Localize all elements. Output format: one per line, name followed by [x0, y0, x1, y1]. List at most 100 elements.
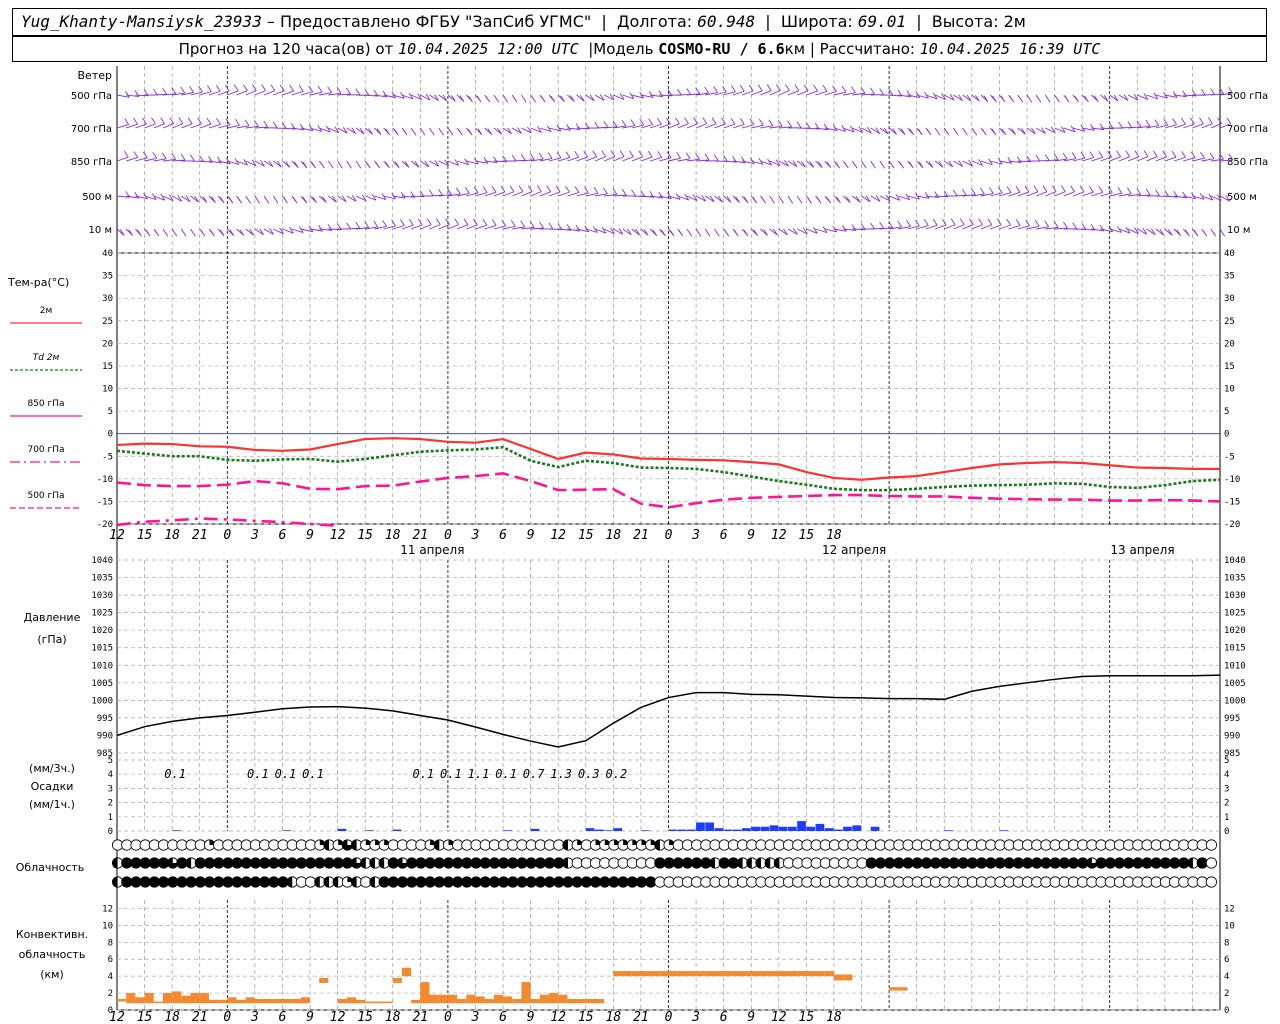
conv-bar: [493, 994, 504, 1004]
wind-barb: [576, 225, 590, 233]
conv-bar: [594, 999, 605, 1004]
wind-barb: [879, 160, 886, 169]
wind-barb: [1063, 94, 1070, 103]
wind-barb: [999, 186, 1012, 197]
wind-barb: [980, 94, 989, 102]
wind-barb: [438, 159, 450, 167]
pressure-tick-right: 1010: [1224, 661, 1246, 671]
precip-tick-left: 5: [108, 756, 113, 766]
wind-barb: [1146, 119, 1160, 129]
precip-bar: [282, 830, 292, 831]
wind-barb: [604, 120, 618, 129]
wind-barb: [806, 195, 812, 204]
wind-barb: [787, 195, 794, 204]
time-tick-label-bottom: 12: [550, 1010, 566, 1024]
conv-bar: [300, 997, 311, 1004]
wind-barb: [245, 84, 257, 96]
wind-barb: [465, 94, 473, 103]
temp-series-line: [116, 437, 1220, 481]
pressure-tick-left: 1035: [91, 574, 113, 584]
wind-barb: [539, 125, 552, 133]
conv-bar: [815, 971, 825, 977]
wind-barb: [1008, 127, 1016, 135]
precip-bar: [999, 830, 1009, 831]
wind-barb: [723, 228, 730, 237]
wind-barb: [1054, 185, 1066, 197]
conv-bar: [742, 971, 752, 977]
wind-barb: [806, 160, 815, 168]
wind-barb: [374, 160, 381, 169]
wind-barb: [934, 218, 947, 230]
time-tick-label-bottom: 15: [357, 1010, 373, 1024]
wind-barb: [732, 195, 740, 204]
time-tick-label-bottom: 12: [109, 1010, 125, 1024]
conv-bar: [392, 977, 402, 983]
wind-barb: [658, 228, 666, 237]
wind-barb: [622, 150, 634, 162]
precip-bar: [870, 826, 880, 831]
wind-level-label-right: 500 гПа: [1227, 91, 1268, 102]
wind-barb: [181, 86, 195, 96]
wind-barb: [686, 228, 693, 237]
wind-barb: [842, 160, 849, 169]
wind-barb: [594, 94, 605, 101]
temp-tick-right: 20: [1224, 339, 1235, 349]
wind-barb: [796, 195, 803, 204]
wind-barb: [291, 85, 304, 96]
wind-barb: [750, 228, 759, 237]
wind-barb: [502, 94, 509, 103]
wind-barb: [907, 91, 921, 98]
wind-level-label-right: 850 гПа: [1227, 157, 1268, 168]
conv-bar: [365, 1001, 375, 1004]
time-tick-label-bottom: 9: [527, 1010, 535, 1024]
conv-bar: [337, 999, 347, 1004]
wind-barb: [1008, 94, 1015, 103]
wind-barb: [227, 119, 240, 129]
wind-barb: [558, 185, 570, 197]
precip-bar: [392, 829, 402, 831]
cloud-symbol-fill: [167, 857, 178, 869]
wind-barb: [1109, 94, 1119, 102]
precip-bar: [723, 829, 733, 831]
wind-barb: [824, 85, 837, 96]
temp-tick-right: 15: [1224, 362, 1235, 372]
wind-barb: [548, 185, 561, 197]
wind-barb: [199, 195, 208, 203]
wind-barb: [1026, 154, 1041, 162]
wind-barb: [668, 88, 682, 96]
precip-tick-left: 4: [108, 770, 113, 780]
precip-3h-total: 0.1: [412, 767, 434, 781]
wind-barb: [236, 158, 248, 166]
wind-barb: [1219, 228, 1226, 237]
wind-barb: [438, 94, 448, 102]
wind-barb: [365, 194, 377, 201]
wind-barb: [263, 228, 274, 235]
time-tick-label: 9: [306, 528, 314, 543]
precip-bar: [172, 830, 181, 831]
wind-barb: [484, 185, 497, 197]
wind-barb: [512, 127, 522, 134]
wind-barb: [1036, 220, 1050, 230]
precip-tick-left: 2: [108, 799, 113, 809]
precip-bar: [686, 829, 696, 831]
wind-barb: [1146, 228, 1156, 236]
conv-bar: [760, 971, 770, 977]
wind-barb: [796, 227, 808, 235]
wind-barb: [245, 120, 259, 129]
temp-legend-label: 2м: [40, 306, 53, 316]
precip-bar: [751, 826, 760, 831]
wind-barb: [815, 85, 828, 96]
pressure-tick-left: 1000: [91, 696, 113, 706]
wind-barb: [1192, 151, 1205, 162]
wind-barb: [420, 218, 432, 230]
cloud-symbol-fill: [562, 857, 568, 869]
time-tick-label: 3: [691, 528, 700, 543]
wind-barb: [346, 195, 357, 202]
time-tick-label-bottom: 12: [330, 1010, 346, 1024]
wind-barb: [971, 94, 980, 102]
wind-barb: [1173, 151, 1186, 162]
cloud-symbol-fill: [774, 857, 780, 869]
wind-barb: [1173, 90, 1188, 98]
header-dash: –: [261, 12, 280, 31]
